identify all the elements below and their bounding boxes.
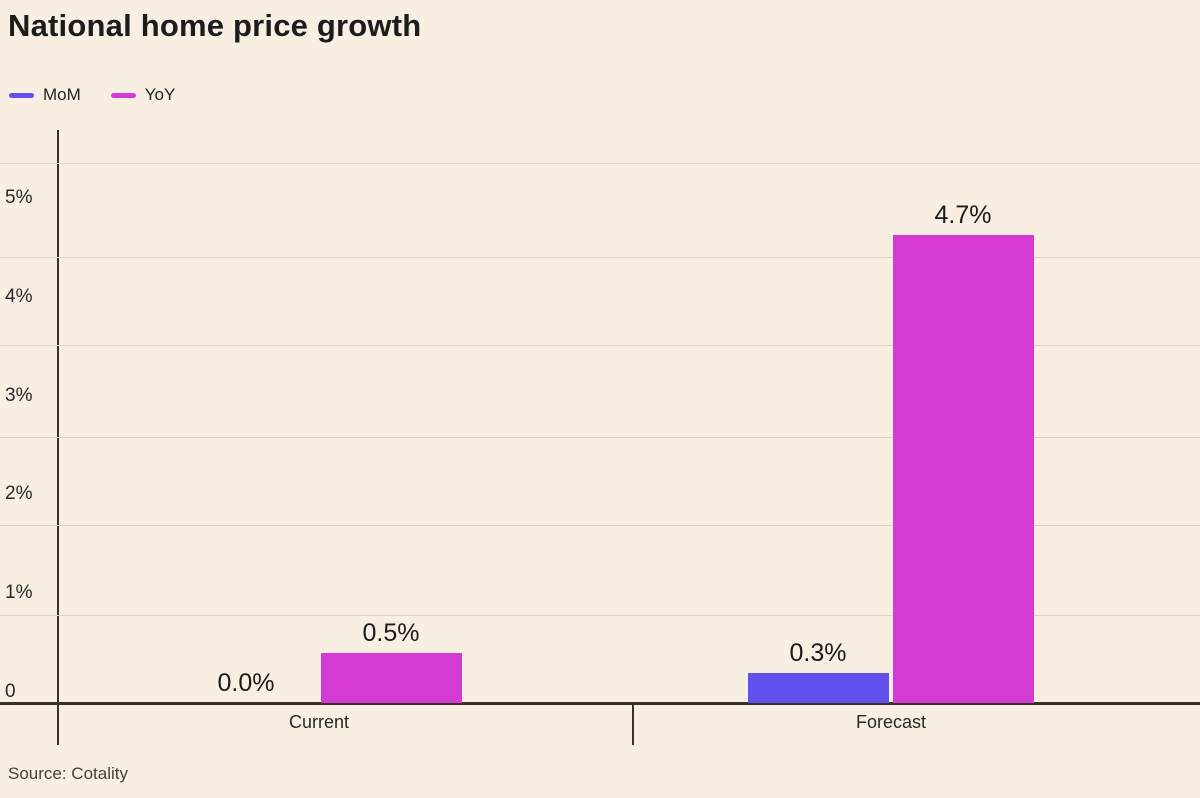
- y-tick-label-0: 0: [5, 681, 16, 702]
- gridline-5: [0, 615, 1200, 616]
- gridline-2: [0, 345, 1200, 346]
- y-tick-label-5: 5%: [5, 187, 33, 208]
- gridline-0: [0, 163, 1200, 164]
- value-label-forecast-mom: 0.3%: [789, 639, 847, 667]
- chart-title: National home price growth: [8, 8, 422, 43]
- source-note: Source: Cotality: [8, 764, 128, 783]
- category-label-forecast: Forecast: [855, 712, 927, 732]
- bar-forecast-yoy: [893, 235, 1034, 703]
- value-label-current-mom: 0.0%: [217, 669, 275, 697]
- value-label-forecast-yoy: 4.7%: [934, 201, 992, 229]
- legend-label-yoy: YoY: [144, 85, 176, 104]
- bar-forecast-mom: [748, 673, 889, 703]
- gridline-3: [0, 437, 1200, 438]
- legend-label-mom: MoM: [43, 85, 81, 104]
- bar-current-yoy: [321, 653, 462, 703]
- mom-swatch-icon: [9, 92, 34, 98]
- yoy-swatch-icon: [110, 92, 136, 98]
- value-label-current-yoy: 0.5%: [362, 619, 420, 647]
- category-label-current: Current: [288, 712, 350, 732]
- legend-item-yoy: YoY: [110, 85, 176, 105]
- x-axis-baseline: [0, 702, 1200, 705]
- y-tick-label-2: 2%: [5, 483, 33, 504]
- gridline-1: [0, 257, 1200, 258]
- legend-item-mom: MoM: [9, 85, 81, 105]
- y-tick-label-3: 3%: [5, 385, 33, 406]
- y-tick-label-1: 1%: [5, 582, 33, 603]
- chart-legend: MoM YoY: [9, 85, 175, 105]
- y-tick-label-4: 4%: [5, 286, 33, 307]
- gridline-4: [0, 525, 1200, 526]
- x-axis-tick: [632, 705, 634, 745]
